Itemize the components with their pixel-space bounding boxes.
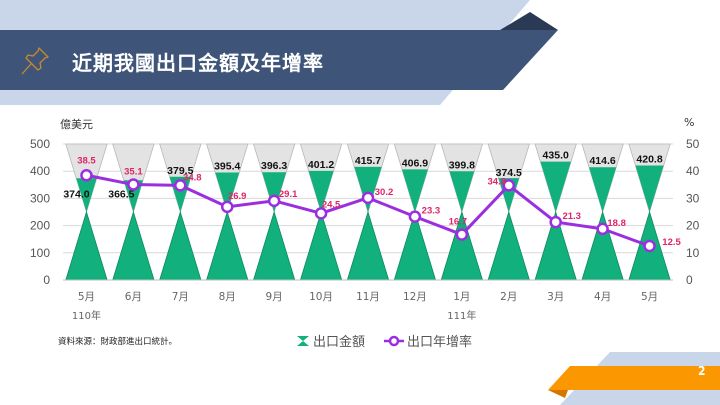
line-value-label: 26.9 [228, 191, 247, 202]
growth-rate-marker [127, 178, 140, 191]
page-title: 近期我國出口金額及年增率 [72, 51, 324, 75]
growth-rate-marker [408, 210, 422, 223]
bar-value-label: 401.2 [308, 159, 334, 171]
bar-value-label: 396.3 [261, 160, 287, 172]
category-label: 1月 [453, 291, 470, 303]
bar-value-label: 399.8 [449, 159, 475, 171]
line-value-label: 34.8 [183, 172, 202, 183]
left-axis-tick: 100 [30, 246, 50, 260]
category-label: 11月 [356, 291, 380, 303]
growth-rate-marker [502, 179, 516, 192]
right-axis-tick: 50 [686, 137, 700, 151]
bar-value-label: 374.0 [63, 188, 89, 200]
growth-rate-marker [643, 239, 656, 253]
growth-rate-marker [361, 191, 375, 205]
line-value-label: 35.1 [124, 167, 143, 178]
right-axis-tick: 20 [686, 219, 700, 233]
growth-rate-marker [596, 222, 609, 236]
export-chart: 0 100 200 300 400 500 0 10 20 30 40 50 374.0 366.5 379… [30, 137, 700, 322]
line-marker-legend-icon [384, 335, 404, 346]
bar-value-label: 406.9 [402, 157, 428, 169]
right-axis-tick: 0 [686, 273, 693, 287]
page-number: 2 [698, 364, 706, 378]
left-axis-tick: 300 [30, 191, 50, 205]
category-label: 9月 [266, 291, 283, 303]
bar-value-label: 374.5 [496, 167, 522, 179]
category-label: 3月 [547, 291, 564, 303]
hourglass-bar [440, 143, 484, 281]
growth-rate-marker [220, 200, 234, 214]
header-decoration [0, 0, 558, 105]
bar-value-label: 366.5 [108, 188, 134, 200]
growth-rate-marker [314, 207, 328, 220]
hourglass-bar [252, 143, 296, 281]
year-label: 110年 [72, 309, 101, 322]
growth-rate-marker [174, 179, 187, 192]
left-axis-tick: 200 [30, 219, 50, 233]
right-axis-tick: 10 [686, 246, 700, 260]
hourglass-bar [112, 143, 155, 281]
line-value-label: 23.3 [422, 206, 441, 217]
growth-rate-marker [80, 169, 93, 182]
category-label: 8月 [219, 291, 236, 303]
line-value-label: 38.5 [77, 155, 96, 166]
hourglass-bar [299, 143, 343, 281]
line-value-label: 24.5 [322, 199, 341, 210]
category-label: 6月 [125, 291, 142, 303]
hourglass-bar [346, 143, 390, 281]
hourglass-bar [581, 143, 624, 281]
category-label: 5月 [78, 291, 95, 303]
line-value-label: 12.5 [662, 237, 681, 248]
data-source-note: 資料來源：財政部進出口統計。 [58, 337, 178, 347]
hourglass-legend-icon [297, 335, 309, 346]
category-label: 12月 [403, 291, 427, 303]
category-label: 10月 [309, 291, 333, 303]
growth-rate-marker [549, 215, 562, 229]
legend-item-export-amount: 出口金額 [296, 331, 365, 350]
line-value-label: 21.3 [562, 211, 581, 222]
category-label: 2月 [500, 291, 517, 303]
hourglass-bar [487, 143, 530, 281]
right-axis-unit: % [684, 116, 695, 129]
legend-label-export-amount: 出口金額 [313, 335, 366, 350]
bar-value-label: 395.4 [214, 160, 240, 172]
right-axis-tick: 30 [686, 191, 700, 205]
legend-item-growth-rate: 出口年增率 [384, 331, 472, 350]
bar-value-label: 415.7 [355, 155, 381, 167]
line-value-label: 34.8 [488, 176, 507, 187]
bar-value-label: 435.0 [543, 150, 569, 162]
bar-value-label: 420.8 [636, 154, 662, 166]
category-label: 4月 [594, 291, 611, 303]
category-label: 5月 [641, 291, 658, 303]
pushpin-icon [21, 47, 49, 75]
hourglass-bar [206, 143, 249, 281]
left-axis-tick: 0 [43, 273, 50, 287]
year-label: 111年 [447, 309, 476, 322]
category-label: 7月 [172, 291, 189, 303]
growth-rate-marker [267, 194, 281, 208]
hourglass-bar [393, 143, 437, 281]
left-axis-tick: 400 [30, 164, 50, 178]
line-value-label: 29.1 [279, 189, 298, 200]
right-axis-tick: 40 [686, 164, 700, 178]
bar-value-label: 379.5 [167, 165, 193, 177]
left-axis-tick: 500 [30, 137, 50, 151]
hourglass-bar [534, 143, 577, 281]
bar-value-label: 414.6 [589, 155, 615, 167]
footer-decoration [548, 352, 720, 405]
line-value-label: 30.2 [375, 187, 394, 198]
legend-label-growth-rate: 出口年增率 [407, 335, 473, 350]
left-axis-unit: 億美元 [60, 118, 93, 131]
line-value-label: 16.7 [449, 217, 468, 228]
growth-rate-marker [455, 228, 469, 241]
line-value-label: 18.8 [607, 218, 626, 229]
